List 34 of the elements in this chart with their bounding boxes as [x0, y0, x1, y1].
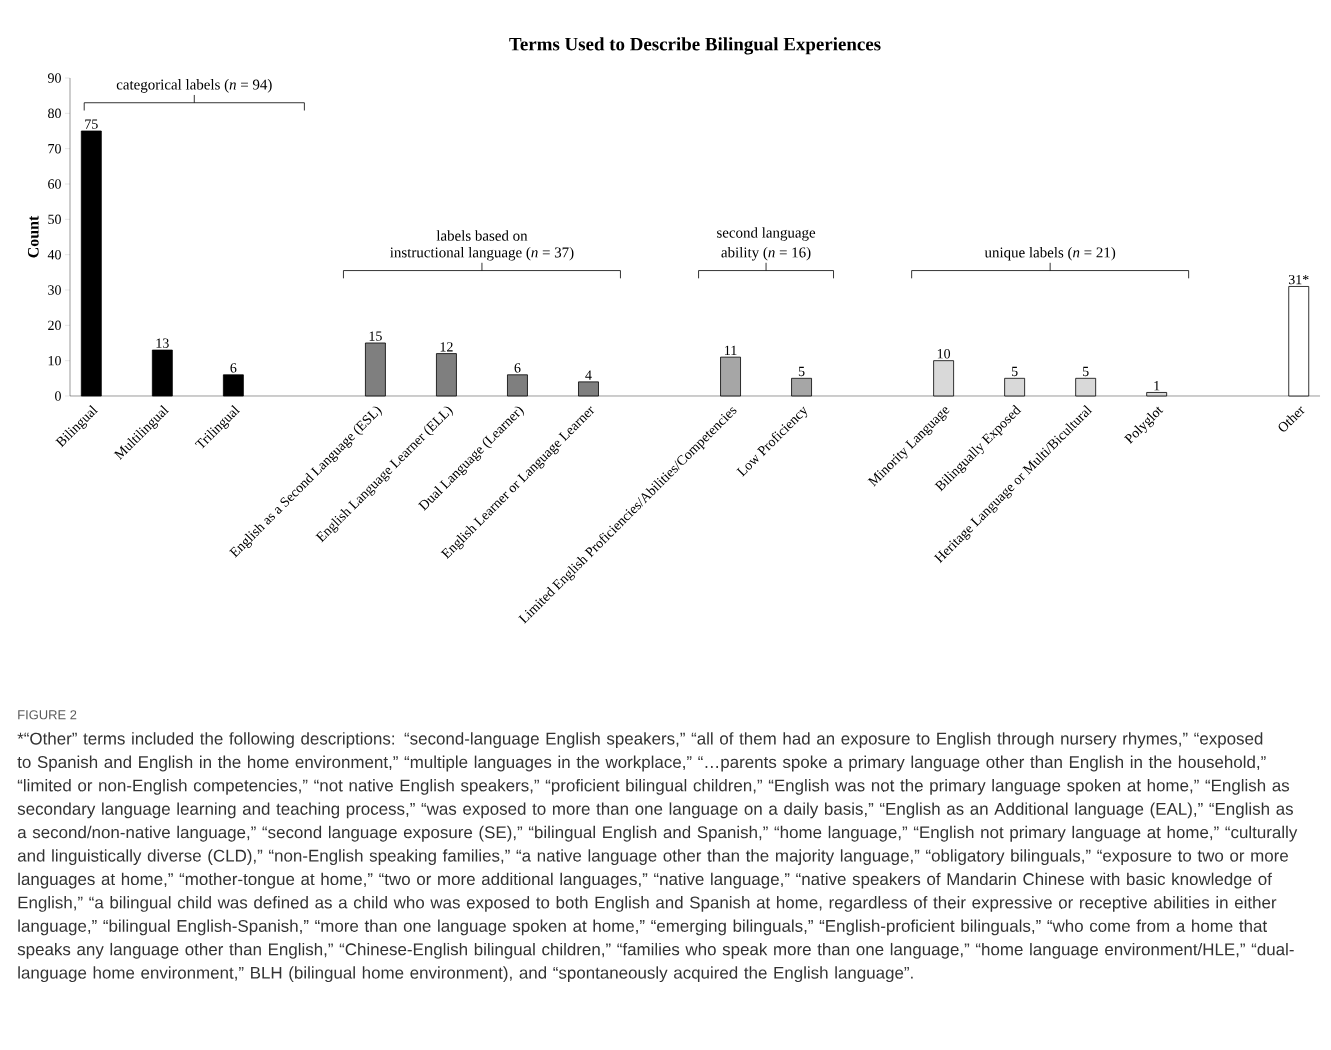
data-label: 1 — [1154, 381, 1160, 391]
y-axis-title: Count — [27, 215, 39, 258]
y-tick-label: 60 — [48, 179, 61, 189]
y-tick-label: 40 — [47, 249, 61, 260]
y-tick-label: 70 — [48, 143, 61, 154]
annotation: instructional language (n = 37) — [390, 246, 574, 261]
caption: FIGURE 2 — [18, 710, 77, 720]
text: *“Other” terms included the following descriptions: “second-language English speakers,” “all of them had an exposure to English through nursery rhymes,” “exposed to Spanish and English in the home environment,” “multiple languages in the workplace,” “…parents spoke a primary language other than English in the household,” “limited or non-English competencies,” “not native English speakers,” “proficient bilingual children,” “English was not the primary language spoken at home,” “English as secondary language learning and teaching process,” “was exposed to more than one language on a daily basis,” “English as an Additional language (EAL),” “English as a second/non-native language,” “second language exposure (SE),” “bilingual English and Spanish,” “home language,” “English not primary language at home,” “culturally and linguistically diverse (CLD),” “non-English speaking families,” “a native language other than the majority language,” “obligatory bilinguals,” “exposure to two or more languages at home,” “mother-tongue at home,” “two or more additional languages,” “native language,” “native speakers of Mandarin Chinese with basic knowledge of English,” “a bilingual child was defined as a child who was exposed to both English and Spanish at home, regardless of their expressive or receptive abilities in either language,” “bilingual English-Spanish,” “more than one language spoken at home,” “emerging bilinguals,” “English-proficient bilinguals,” “who come from a home that speaks any language other than English,” “Chinese-English bilingual children,” “families who speak more than one language,” “home language environment/HLE,” “dual-language home environment,” BLH (bilingual home environment), and “spontaneously acquired the English language”. — [17, 732, 1298, 983]
annotation: labels based on — [436, 230, 528, 241]
annotation: second language — [717, 227, 816, 241]
data-label: 5 — [1011, 366, 1018, 377]
data-label: 5 — [1082, 366, 1089, 377]
y-tick-label: 30 — [48, 285, 61, 295]
data-label: 13 — [156, 338, 169, 348]
annotation: categorical labels (n = 94) — [116, 79, 272, 93]
data-label: 5 — [798, 366, 805, 377]
data-label: 6 — [230, 363, 237, 373]
data-label: 10 — [937, 349, 951, 359]
data-label: 4 — [585, 370, 592, 380]
y-tick-label: 0 — [55, 391, 61, 401]
data-label: 31* — [1288, 274, 1309, 285]
data-label: 15 — [369, 331, 382, 341]
data-label: 11 — [725, 345, 737, 355]
y-tick-label: 90 — [47, 73, 61, 83]
y-tick-label: 80 — [48, 108, 61, 119]
data-label: 6 — [514, 363, 521, 373]
data-label: 75 — [85, 119, 98, 129]
y-tick-label: 50 — [48, 214, 61, 225]
data-label: 12 — [440, 342, 453, 352]
annotation: ability (n = 16) — [721, 246, 811, 261]
annotation: unique labels (n = 21) — [984, 246, 1116, 261]
chart-title: Terms Used to Describe Bilingual Experiences — [509, 37, 881, 55]
y-tick-label: 20 — [48, 320, 61, 331]
y-tick-label: 10 — [48, 355, 61, 366]
